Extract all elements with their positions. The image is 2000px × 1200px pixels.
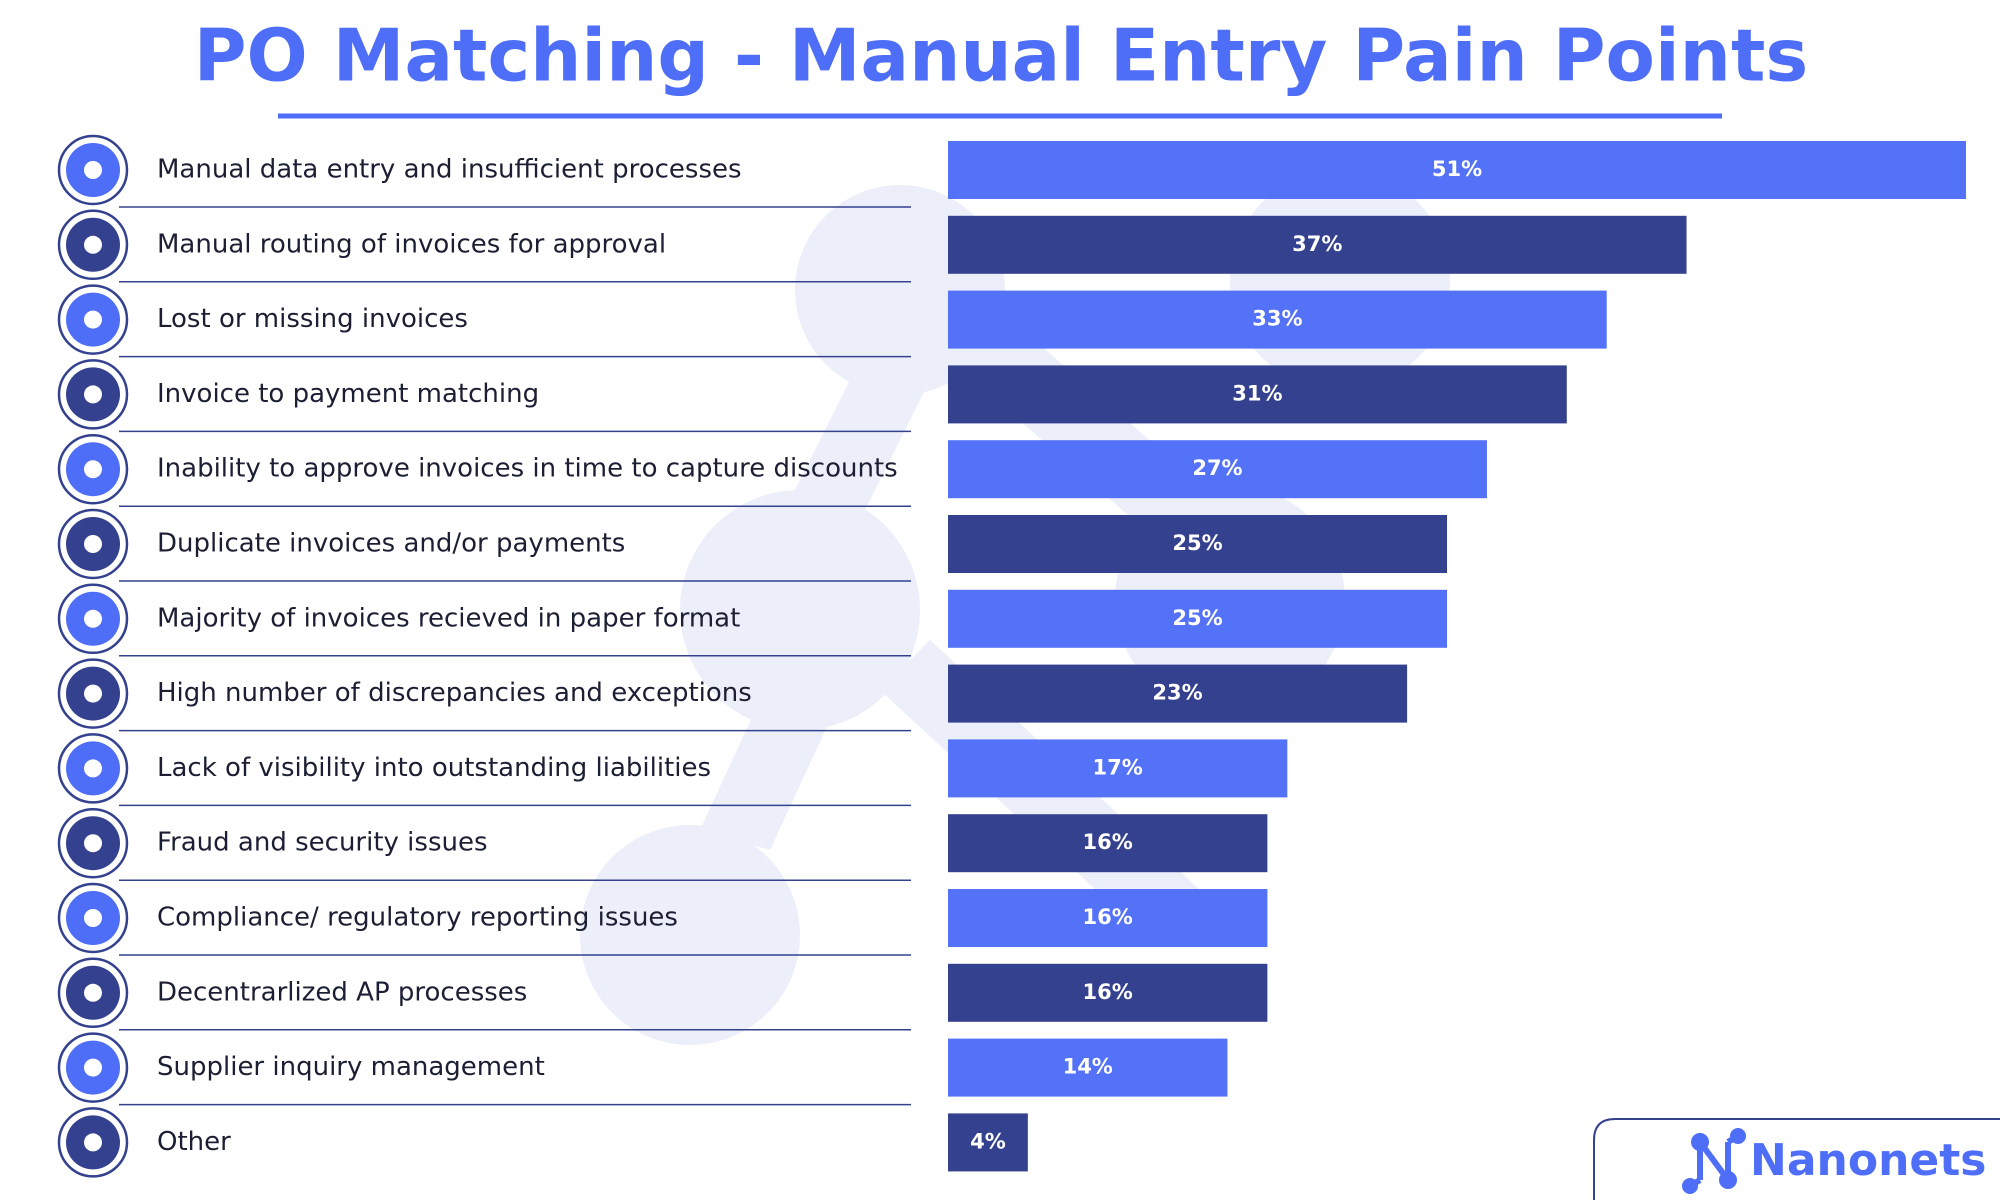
bar-value-label: 16% xyxy=(1083,905,1133,929)
bar-value-label: 23% xyxy=(1152,681,1202,705)
row-icon-dot xyxy=(84,235,102,254)
row-icon-dot xyxy=(84,684,102,703)
category-label: Manual routing of invoices for approval xyxy=(157,229,666,259)
bar-value-label: 16% xyxy=(1083,980,1133,1004)
bar xyxy=(948,963,1268,1022)
category-label: Lost or missing invoices xyxy=(157,304,468,334)
category-label: Inability to approve invoices in time to… xyxy=(157,454,898,484)
row-icon-dot xyxy=(84,385,102,404)
bar-value-label: 27% xyxy=(1192,456,1242,480)
row-icon-dot xyxy=(84,1058,102,1077)
category-label: Supplier inquiry management xyxy=(157,1052,545,1082)
category-label: Invoice to payment matching xyxy=(157,379,539,409)
bar xyxy=(948,515,1448,573)
row-icon-dot xyxy=(84,909,102,927)
category-label: High number of discrepancies and excepti… xyxy=(157,678,752,708)
bar xyxy=(948,589,1448,648)
bar-value-label: 4% xyxy=(970,1129,1006,1153)
row-icon-dot xyxy=(84,310,102,329)
bar xyxy=(948,1113,1028,1172)
category-label: Decentrarlized AP processes xyxy=(157,977,527,1007)
bar xyxy=(948,440,1487,499)
bar-value-label: 33% xyxy=(1252,307,1302,331)
bar-value-label: 31% xyxy=(1232,381,1282,405)
bar xyxy=(948,215,1687,274)
brand-name: Nanonets xyxy=(1750,1135,1986,1186)
category-label: Duplicate invoices and/or payments xyxy=(157,529,625,559)
bar-value-label: 37% xyxy=(1292,232,1342,256)
category-label: Compliance/ regulatory reporting issues xyxy=(157,903,678,933)
bar xyxy=(948,814,1268,873)
category-label: Manual data entry and insufficient proce… xyxy=(157,155,742,185)
row-icon-dot xyxy=(84,460,102,479)
bar-value-label: 17% xyxy=(1093,755,1143,779)
row-icon-dot xyxy=(84,759,102,778)
row-icon-dot xyxy=(84,535,102,553)
row-icon-dot xyxy=(84,983,102,1002)
category-label: Lack of visibility into outstanding liab… xyxy=(157,753,711,783)
bar xyxy=(948,739,1288,798)
row-icon-dot xyxy=(84,1133,102,1152)
bar-value-label: 25% xyxy=(1172,531,1222,555)
chart-title: PO Matching - Manual Entry Pain Points xyxy=(194,14,1808,98)
bar-value-label: 51% xyxy=(1432,157,1482,181)
bar-value-label: 16% xyxy=(1083,830,1133,854)
bar xyxy=(948,365,1567,424)
bar xyxy=(948,889,1268,947)
bar xyxy=(948,664,1408,723)
brand-logo xyxy=(1682,1128,1746,1194)
category-label: Other xyxy=(157,1127,231,1157)
bar-value-label: 14% xyxy=(1063,1055,1113,1079)
row-icon-dot xyxy=(84,834,102,853)
row-icon-dot xyxy=(84,609,102,628)
category-label: Majority of invoices recieved in paper f… xyxy=(157,603,740,633)
bar xyxy=(948,290,1607,349)
bar-value-label: 25% xyxy=(1172,606,1222,630)
row-icon-dot xyxy=(84,161,102,179)
category-label: Fraud and security issues xyxy=(157,828,488,858)
bar xyxy=(948,141,1966,199)
bar xyxy=(948,1038,1228,1097)
